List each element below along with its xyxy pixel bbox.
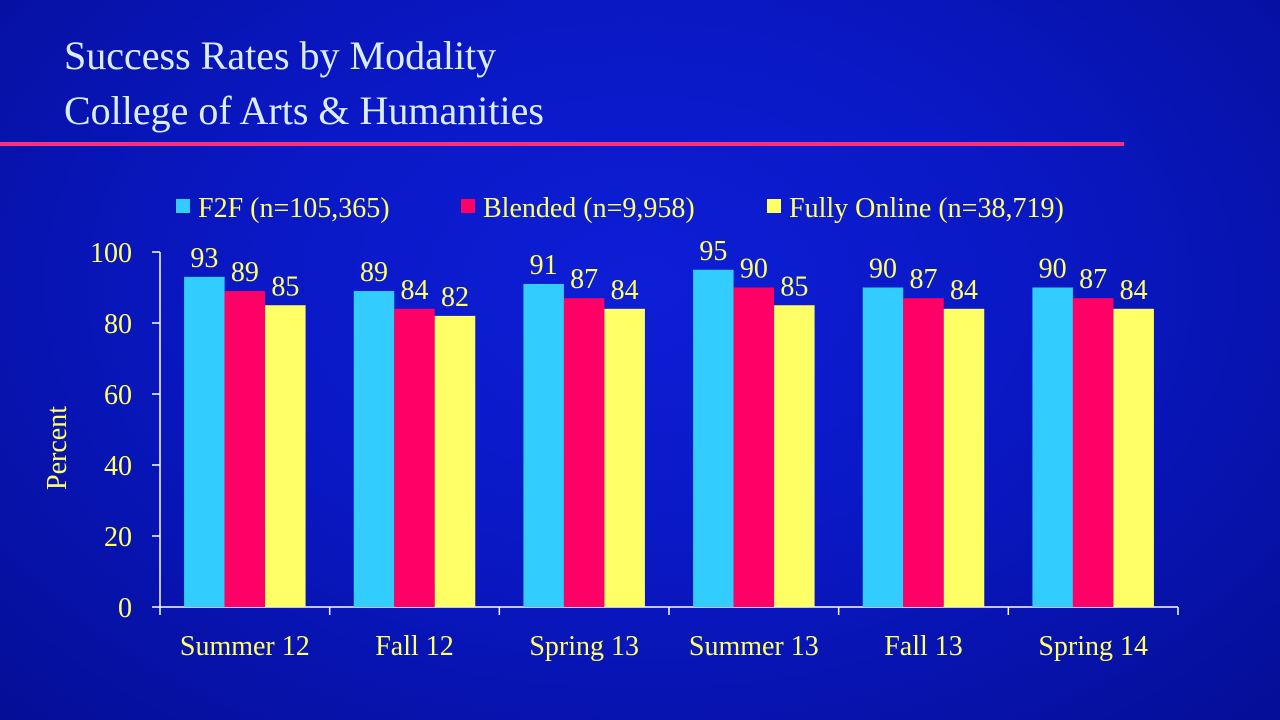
data-label: 85 [271, 271, 299, 302]
data-label: 87 [570, 264, 598, 295]
bar [943, 308, 985, 607]
y-tick-label: 100 [90, 238, 132, 269]
x-tick-label: Spring 13 [529, 631, 639, 662]
y-tick-label: 20 [104, 522, 132, 553]
data-label: 95 [699, 236, 727, 267]
data-label: 89 [231, 257, 259, 288]
bar [1032, 287, 1073, 607]
data-label: 84 [950, 275, 978, 306]
data-label: 93 [190, 243, 218, 274]
bar [353, 291, 395, 607]
data-label: 89 [360, 257, 388, 288]
chart-axes: 0 20 40 60 80 100 Summer 12 Fall 12 Spring 13 Sum… [42, 238, 1179, 662]
bar [693, 269, 734, 607]
x-tick-label: Summer 13 [689, 631, 819, 662]
bar [265, 305, 306, 607]
y-tick-label: 80 [104, 309, 132, 340]
chart-bars [184, 269, 1154, 607]
data-label: 85 [780, 271, 808, 302]
bar [604, 308, 645, 607]
data-label: 87 [1079, 264, 1107, 295]
data-label: 82 [441, 282, 469, 313]
bar [862, 287, 904, 607]
legend-swatch-1 [176, 199, 190, 213]
legend-swatch-2 [461, 199, 475, 213]
bar [733, 287, 775, 607]
slide-title-line-1: Success Rates by Modality [64, 33, 497, 78]
bar [434, 315, 476, 607]
legend-label-2: Blended (n=9,958) [483, 193, 695, 224]
data-label: 84 [401, 275, 429, 306]
x-tick-label: Summer 12 [180, 631, 310, 662]
data-label: 87 [910, 264, 938, 295]
data-label: 84 [1120, 275, 1148, 306]
data-label: 90 [740, 254, 768, 285]
bar [774, 305, 815, 607]
bar [523, 283, 564, 607]
bar [903, 298, 944, 607]
x-tick-label: Fall 12 [375, 631, 454, 662]
bar [184, 276, 225, 607]
legend-label-3: Fully Online (n=38,719) [789, 193, 1064, 224]
title-underline [0, 142, 1124, 146]
chart-legend: F2F (n=105,365) Blended (n=9,958) Fully On… [176, 193, 1064, 224]
slide-title-line-2: College of Arts & Humanities [64, 88, 544, 133]
y-tick-label: 40 [104, 451, 132, 482]
y-tick-label: 0 [118, 593, 132, 624]
legend-swatch-3 [767, 199, 781, 213]
data-label: 91 [530, 250, 558, 281]
bar [1113, 308, 1154, 607]
bar [1072, 298, 1114, 607]
bar [394, 308, 435, 607]
y-axis-label: Percent [42, 406, 73, 490]
x-tick-label: Fall 13 [884, 631, 963, 662]
x-tick-label: Spring 14 [1038, 631, 1148, 662]
data-label: 90 [1039, 254, 1067, 285]
data-label: 90 [869, 254, 897, 285]
legend-label-1: F2F (n=105,365) [198, 193, 390, 224]
chart-data-labels: 93 89 85 89 84 82 91 87 84 95 90 85 90 87 84 90 87 84 [190, 236, 1147, 313]
slide-title: Success Rates by Modality College of Art… [64, 28, 544, 138]
data-label: 84 [611, 275, 639, 306]
y-tick-label: 60 [104, 380, 132, 411]
bar [224, 291, 266, 607]
bar [563, 298, 605, 607]
